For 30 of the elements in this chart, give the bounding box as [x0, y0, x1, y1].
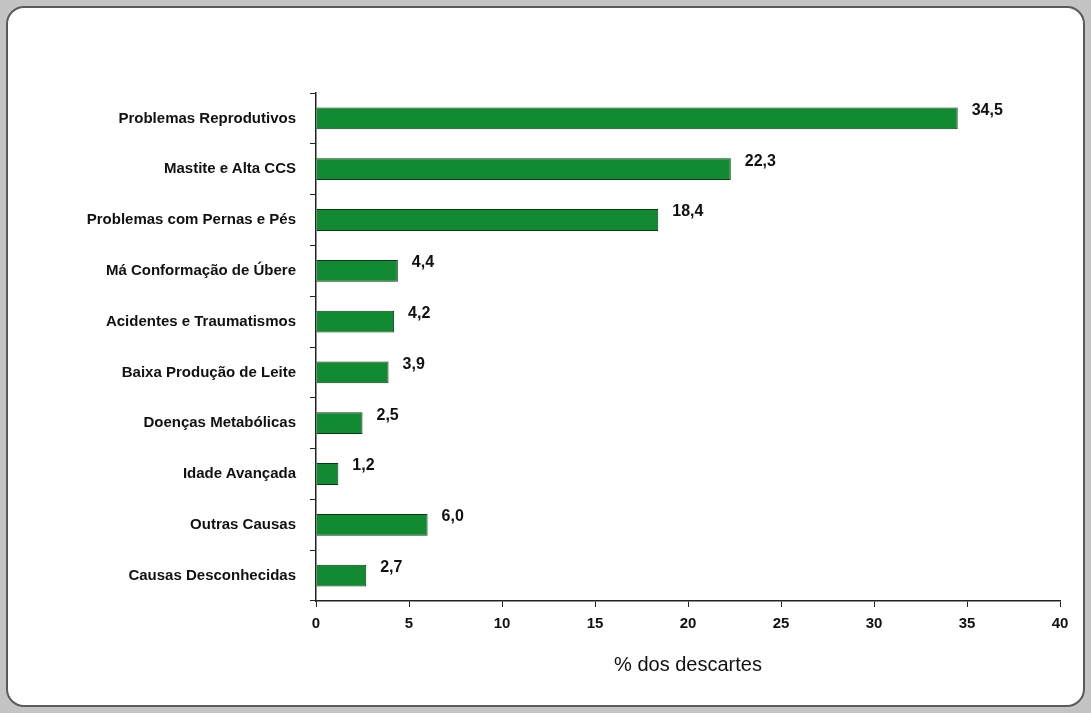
- y-tick-label: Problemas com Pernas e Pés: [86, 210, 296, 228]
- data-label: 34,5: [971, 100, 1003, 118]
- x-tick-label: 15: [586, 614, 604, 632]
- x-tick-label: 20: [679, 614, 697, 632]
- y-tick-label: Doenças Metabólicas: [143, 413, 296, 431]
- y-tick-label: Outras Causas: [190, 514, 296, 532]
- y-tick-label: Causas Desconhecidas: [128, 565, 296, 583]
- x-axis-title: % dos descartes: [614, 652, 762, 675]
- y-tick-label: Idade Avançada: [182, 464, 297, 482]
- y-tick-label: Acidentes e Traumatismos: [105, 311, 296, 329]
- x-tick-label: 0: [311, 614, 321, 632]
- x-tick-label: 35: [958, 614, 976, 632]
- x-tick-label: 40: [1051, 614, 1069, 632]
- data-label: 2,7: [380, 558, 403, 576]
- data-label: 2,5: [376, 405, 399, 423]
- data-label: 4,2: [408, 304, 431, 322]
- data-label: 1,2: [352, 456, 375, 474]
- x-tick-label: 30: [865, 614, 883, 632]
- data-label: 18,4: [672, 202, 704, 220]
- y-tick-label: Problemas Reprodutivos: [118, 108, 296, 126]
- data-label: 22,3: [744, 151, 777, 169]
- y-tick-label: Baixa Produção de Leite: [121, 362, 296, 380]
- y-tick-label: Mastite e Alta CCS: [164, 159, 296, 177]
- data-label: 4,4: [411, 253, 435, 271]
- x-tick-label: 5: [404, 614, 414, 632]
- x-tick-label: 10: [493, 614, 511, 632]
- data-label: 6,0: [441, 507, 464, 525]
- data-label: 3,9: [402, 354, 425, 372]
- x-tick-label: 25: [772, 614, 790, 632]
- y-tick-label: Má Conformação de Úbere: [105, 260, 296, 278]
